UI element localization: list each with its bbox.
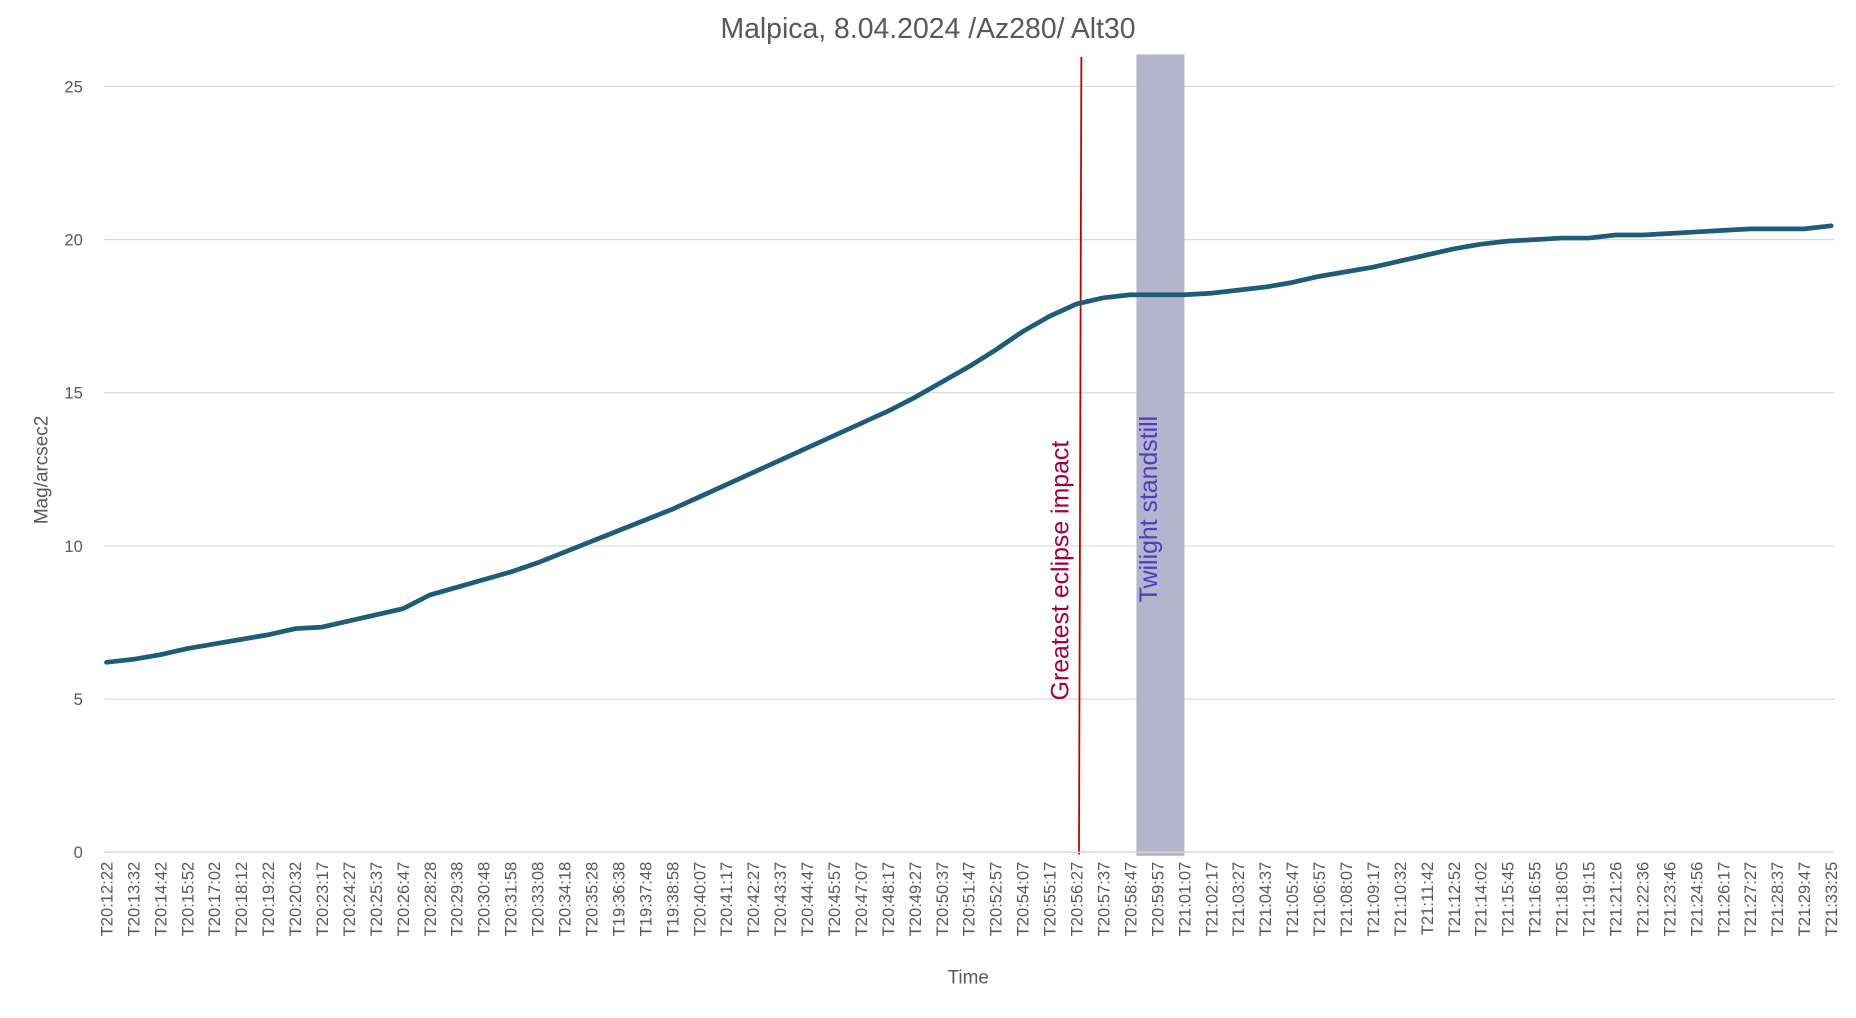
annotation-label: Greatest eclipse impact bbox=[1047, 441, 1074, 701]
x-tick-label: T20:43:37 bbox=[771, 862, 790, 937]
chart-title: Malpica, 8.04.2024 /Az280/ Alt30 bbox=[720, 13, 1135, 45]
x-tick-label: T21:05:47 bbox=[1283, 862, 1302, 937]
x-tick-label: T20:42:27 bbox=[744, 862, 763, 937]
x-tick-label: T21:14:02 bbox=[1472, 862, 1491, 937]
x-tick-label: T20:48:17 bbox=[879, 862, 898, 937]
x-tick-label: T20:20:32 bbox=[286, 862, 305, 937]
x-tick-label: T20:24:27 bbox=[340, 862, 359, 937]
x-tick-label: T20:28:28 bbox=[421, 862, 440, 937]
x-tick-label: T21:01:07 bbox=[1175, 862, 1194, 937]
x-tick-label: T21:09:17 bbox=[1364, 862, 1383, 937]
data-line bbox=[104, 223, 1834, 665]
x-tick-label: T20:25:37 bbox=[367, 862, 386, 937]
x-tick-label: T21:24:56 bbox=[1687, 862, 1706, 937]
y-tick-label: 15 bbox=[64, 384, 82, 403]
x-tick-label: T20:18:12 bbox=[232, 862, 251, 937]
x-tick-label: T21:19:15 bbox=[1580, 862, 1599, 937]
x-tick-label: T20:33:08 bbox=[529, 862, 548, 937]
x-tick-label: T20:12:22 bbox=[97, 862, 116, 937]
x-tick-label: T20:41:17 bbox=[717, 862, 736, 937]
x-tick-label: T19:37:48 bbox=[636, 862, 655, 937]
x-tick-label: T21:18:05 bbox=[1553, 862, 1572, 937]
x-tick-label: T20:44:47 bbox=[798, 862, 817, 937]
x-tick-label: T21:08:07 bbox=[1337, 862, 1356, 937]
x-tick-label: T20:26:47 bbox=[394, 862, 413, 937]
x-tick-label: T20:19:22 bbox=[259, 862, 278, 937]
x-tick-label: T21:06:57 bbox=[1310, 862, 1329, 937]
x-tick-label: T21:26:17 bbox=[1714, 862, 1733, 937]
x-tick-label: T20:54:07 bbox=[1014, 862, 1033, 937]
x-tick-label: T20:30:48 bbox=[475, 862, 494, 937]
x-tick-label: T20:29:38 bbox=[448, 862, 467, 937]
annotation-label: Twilight standstill bbox=[1136, 416, 1163, 602]
y-tick-label: 0 bbox=[74, 843, 83, 862]
x-tick-label: T21:29:47 bbox=[1795, 862, 1814, 937]
x-tick-label: T19:38:58 bbox=[663, 862, 682, 937]
highlight-band bbox=[1136, 54, 1185, 856]
y-tick-label: 20 bbox=[64, 231, 82, 250]
y-tick-label: 25 bbox=[64, 77, 82, 96]
x-tick-label: T20:14:42 bbox=[151, 862, 170, 937]
x-tick-label: T21:28:37 bbox=[1768, 862, 1787, 937]
x-tick-label: T20:47:07 bbox=[852, 862, 871, 937]
marker-line bbox=[1078, 56, 1083, 855]
x-tick-label: T20:45:57 bbox=[825, 862, 844, 937]
x-tick-label: T21:10:32 bbox=[1391, 862, 1410, 937]
x-tick-label: T20:59:57 bbox=[1148, 862, 1167, 937]
x-tick-label: T21:03:27 bbox=[1229, 862, 1248, 937]
x-tick-label: T20:49:27 bbox=[906, 862, 925, 937]
x-tick-label: T19:36:38 bbox=[609, 862, 628, 937]
x-tick-label: T21:16:55 bbox=[1526, 862, 1545, 937]
x-tick-label: T21:22:36 bbox=[1633, 862, 1652, 937]
x-tick-label: T21:04:37 bbox=[1256, 862, 1275, 937]
y-axis-title: Mag/arcsec2 bbox=[31, 416, 52, 524]
x-tick-label: T20:23:17 bbox=[313, 862, 332, 937]
x-tick-label: T20:58:47 bbox=[1121, 862, 1140, 937]
x-tick-label: T20:55:17 bbox=[1041, 862, 1060, 937]
y-tick-label: 5 bbox=[74, 690, 83, 709]
x-tick-label: T20:31:58 bbox=[502, 862, 521, 937]
x-tick-label: T20:15:52 bbox=[178, 862, 197, 937]
x-tick-label: T20:34:18 bbox=[556, 862, 575, 937]
x-tick-label: T21:11:42 bbox=[1418, 862, 1437, 935]
x-tick-label: T21:27:27 bbox=[1741, 862, 1760, 937]
x-tick-label: T20:13:32 bbox=[124, 862, 143, 937]
x-tick-label: T21:15:45 bbox=[1499, 862, 1518, 937]
x-tick-label: T21:12:52 bbox=[1445, 862, 1464, 937]
x-tick-label: T20:17:02 bbox=[205, 862, 224, 937]
x-tick-label: T21:23:46 bbox=[1660, 862, 1679, 937]
x-tick-label: T20:50:37 bbox=[933, 862, 952, 937]
x-tick-label: T20:56:27 bbox=[1068, 862, 1087, 937]
x-tick-label: T20:52:57 bbox=[987, 862, 1006, 937]
x-axis-title: Time bbox=[948, 968, 989, 989]
x-tick-label: T21:02:17 bbox=[1202, 862, 1221, 937]
x-tick-label: T21:21:26 bbox=[1606, 862, 1625, 937]
x-tick-label: T20:51:47 bbox=[960, 862, 979, 937]
y-tick-label: 10 bbox=[64, 537, 82, 556]
x-tick-label: T20:35:28 bbox=[582, 862, 601, 937]
x-tick-label: T20:57:37 bbox=[1094, 862, 1113, 937]
x-tick-label: T21:33:25 bbox=[1822, 862, 1841, 937]
x-tick-label: T20:40:07 bbox=[690, 862, 709, 937]
